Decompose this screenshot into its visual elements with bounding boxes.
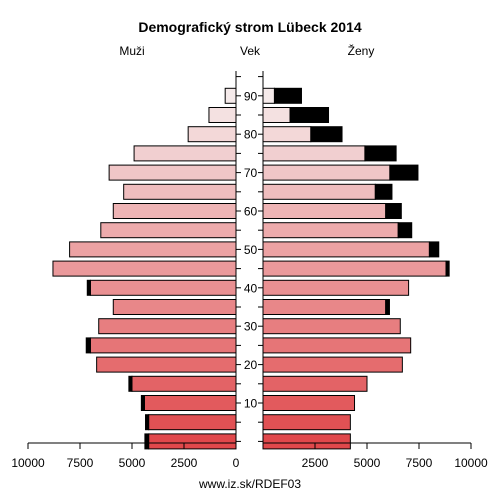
male-bar bbox=[112, 299, 237, 315]
source-footer: www.iz.sk/RDEF03 bbox=[198, 477, 301, 491]
value-tick-label: 0 bbox=[233, 456, 240, 470]
female-bar bbox=[262, 260, 447, 277]
value-tick-label: 5000 bbox=[354, 456, 381, 470]
male-bar bbox=[108, 164, 237, 181]
female-bar bbox=[262, 107, 291, 123]
female-bar bbox=[262, 145, 366, 162]
value-ticks-group: 10000 7500 5000 2500 0 2500 5000 7500 10000 bbox=[11, 443, 488, 470]
male-bar bbox=[69, 241, 237, 258]
female-excess-bar bbox=[289, 107, 330, 123]
male-bar bbox=[133, 145, 237, 162]
male-excess-bar bbox=[86, 279, 91, 296]
age-tick-label: 40 bbox=[244, 281, 258, 295]
female-bar bbox=[262, 318, 401, 335]
age-tick-label: 60 bbox=[244, 205, 258, 219]
age-ticks-group: 90 80 70 60 50 40 30 20 10 bbox=[244, 89, 258, 410]
male-excess-bar bbox=[140, 395, 145, 411]
female-bar bbox=[262, 164, 391, 181]
female-excess-bar bbox=[385, 203, 402, 219]
age-tick-label: 20 bbox=[244, 358, 258, 372]
female-bar bbox=[262, 241, 430, 258]
female-bar bbox=[262, 433, 351, 450]
male-bar bbox=[100, 222, 237, 239]
age-tick-label: 10 bbox=[244, 397, 258, 411]
male-bar bbox=[148, 414, 237, 431]
female-bar bbox=[262, 356, 403, 373]
female-bar bbox=[262, 183, 376, 200]
female-bar bbox=[262, 203, 387, 219]
value-tick-label: 10000 bbox=[11, 456, 45, 470]
female-bar bbox=[262, 126, 312, 143]
male-excess-bar bbox=[85, 337, 91, 354]
female-bar bbox=[262, 87, 275, 104]
female-excess-bar bbox=[385, 299, 390, 315]
male-bar bbox=[143, 395, 237, 411]
axes-group bbox=[28, 71, 471, 447]
age-tick-label: 50 bbox=[244, 243, 258, 257]
age-axis-label: Vek bbox=[240, 44, 261, 58]
female-excess-bar bbox=[445, 260, 450, 277]
female-bar bbox=[262, 299, 387, 315]
male-excess-bar bbox=[145, 414, 150, 431]
female-excess-bar bbox=[310, 126, 343, 143]
male-bar bbox=[89, 279, 237, 296]
value-tick-label: 5000 bbox=[119, 456, 146, 470]
value-tick-label: 7500 bbox=[67, 456, 94, 470]
female-bar bbox=[262, 337, 412, 354]
female-excess-bar bbox=[273, 87, 302, 104]
male-bar bbox=[187, 126, 237, 143]
male-bar bbox=[98, 318, 237, 335]
female-excess-bar bbox=[428, 241, 440, 258]
male-excess-bar bbox=[144, 433, 150, 450]
male-bar bbox=[89, 337, 237, 354]
male-excess-bar bbox=[128, 375, 133, 392]
male-bar bbox=[123, 183, 237, 200]
age-tick-label: 80 bbox=[244, 128, 258, 142]
female-bar bbox=[262, 375, 368, 392]
bars-group bbox=[52, 87, 450, 450]
male-bar bbox=[52, 260, 237, 277]
male-bar bbox=[96, 356, 237, 373]
value-tick-label: 2500 bbox=[302, 456, 329, 470]
female-bar bbox=[262, 395, 356, 411]
male-bar bbox=[131, 375, 237, 392]
male-bar bbox=[148, 433, 237, 450]
female-excess-bar bbox=[389, 164, 419, 181]
female-excess-bar bbox=[397, 222, 413, 239]
male-bar bbox=[208, 107, 237, 123]
age-tick-label: 90 bbox=[244, 89, 258, 103]
male-label: Muži bbox=[119, 44, 144, 58]
chart-title: Demografický strom Lübeck 2014 bbox=[138, 19, 362, 35]
value-tick-label: 10000 bbox=[454, 456, 488, 470]
male-bar bbox=[224, 87, 237, 104]
female-bar bbox=[262, 279, 410, 296]
female-label: Ženy bbox=[348, 43, 375, 58]
female-bar bbox=[262, 222, 399, 239]
value-tick-label: 2500 bbox=[171, 456, 198, 470]
age-tick-label: 70 bbox=[244, 166, 258, 180]
female-bar bbox=[262, 414, 351, 431]
female-excess-bar bbox=[364, 145, 397, 162]
female-excess-bar bbox=[374, 183, 393, 200]
male-bar bbox=[112, 203, 237, 219]
value-tick-label: 7500 bbox=[406, 456, 433, 470]
age-tick-label: 30 bbox=[244, 320, 258, 334]
